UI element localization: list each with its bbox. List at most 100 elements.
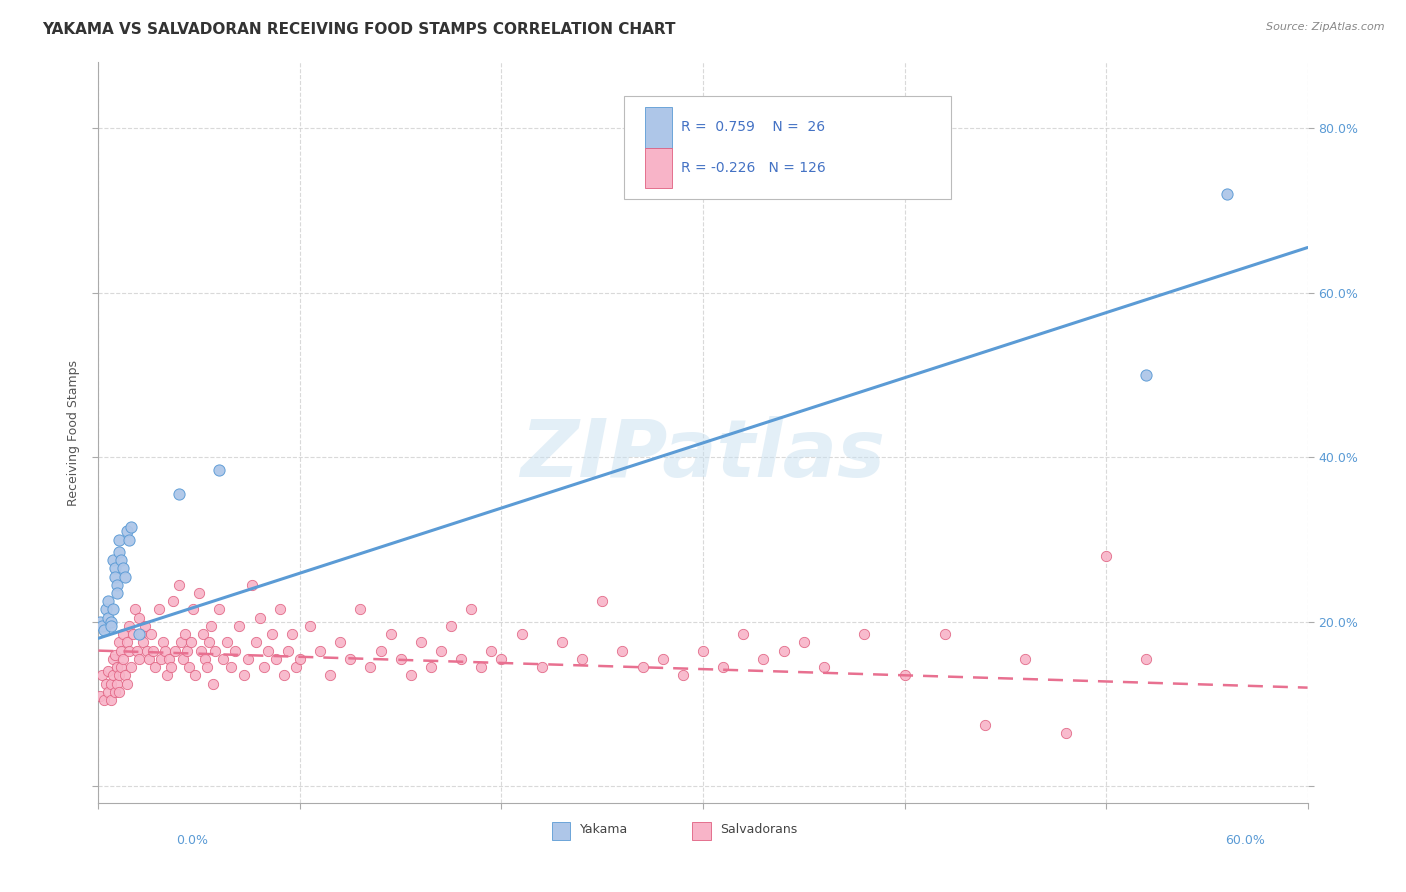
Point bbox=[128, 652, 150, 666]
Point bbox=[491, 652, 513, 666]
Point bbox=[153, 643, 176, 657]
Point bbox=[319, 668, 342, 682]
Point bbox=[138, 652, 160, 666]
Point bbox=[105, 586, 128, 600]
Point bbox=[752, 652, 775, 666]
Point bbox=[329, 635, 352, 649]
Point bbox=[221, 660, 243, 674]
Point bbox=[893, 668, 915, 682]
Point bbox=[132, 635, 155, 649]
Point bbox=[273, 668, 295, 682]
Point bbox=[1135, 652, 1157, 666]
Point bbox=[107, 635, 129, 649]
Point bbox=[481, 643, 503, 657]
Point bbox=[107, 668, 129, 682]
Point bbox=[170, 635, 193, 649]
Point bbox=[651, 652, 673, 666]
Point bbox=[208, 462, 231, 476]
FancyBboxPatch shape bbox=[645, 107, 672, 147]
Point bbox=[128, 611, 150, 625]
Point bbox=[256, 643, 278, 657]
Point bbox=[530, 660, 553, 674]
Point bbox=[202, 676, 225, 690]
Point bbox=[299, 619, 322, 633]
Point bbox=[110, 643, 132, 657]
Point bbox=[143, 660, 166, 674]
Point bbox=[105, 676, 128, 690]
Point bbox=[167, 487, 190, 501]
Text: Source: ZipAtlas.com: Source: ZipAtlas.com bbox=[1267, 22, 1385, 32]
Point bbox=[181, 602, 204, 616]
Point bbox=[105, 578, 128, 592]
Point bbox=[232, 668, 254, 682]
Point bbox=[93, 623, 115, 637]
Point bbox=[100, 619, 122, 633]
Point bbox=[240, 578, 263, 592]
Point bbox=[107, 685, 129, 699]
Point bbox=[281, 627, 304, 641]
Point bbox=[195, 660, 218, 674]
Point bbox=[184, 668, 207, 682]
Text: R =  0.759    N =  26: R = 0.759 N = 26 bbox=[682, 120, 825, 134]
Point bbox=[97, 594, 120, 608]
Point bbox=[101, 553, 124, 567]
Point bbox=[194, 652, 217, 666]
Point bbox=[101, 602, 124, 616]
Point bbox=[100, 676, 122, 690]
Point bbox=[571, 652, 593, 666]
Point bbox=[974, 717, 997, 731]
Point bbox=[135, 643, 157, 657]
Point bbox=[853, 627, 876, 641]
Point bbox=[409, 635, 432, 649]
Point bbox=[103, 569, 125, 583]
Y-axis label: Receiving Food Stamps: Receiving Food Stamps bbox=[66, 359, 80, 506]
Point bbox=[399, 668, 422, 682]
Point bbox=[148, 602, 170, 616]
Point bbox=[440, 619, 463, 633]
Point bbox=[110, 660, 132, 674]
Point bbox=[129, 627, 152, 641]
Point bbox=[249, 611, 271, 625]
Point bbox=[96, 676, 118, 690]
Point bbox=[128, 627, 150, 641]
Point bbox=[179, 660, 201, 674]
Point bbox=[114, 668, 136, 682]
Point bbox=[176, 643, 198, 657]
Point bbox=[200, 619, 222, 633]
Point bbox=[339, 652, 361, 666]
Point bbox=[288, 652, 311, 666]
Point bbox=[591, 594, 613, 608]
Point bbox=[97, 611, 120, 625]
Point bbox=[793, 635, 815, 649]
Point bbox=[389, 652, 412, 666]
Point bbox=[160, 660, 183, 674]
Point bbox=[217, 635, 239, 649]
Point bbox=[264, 652, 287, 666]
Point bbox=[101, 668, 124, 682]
Point bbox=[1095, 549, 1118, 563]
Point bbox=[124, 602, 146, 616]
Point bbox=[1216, 187, 1239, 202]
Point bbox=[118, 533, 141, 547]
Point bbox=[91, 668, 114, 682]
Point bbox=[115, 524, 138, 539]
Point bbox=[142, 643, 165, 657]
Text: 60.0%: 60.0% bbox=[1226, 834, 1265, 847]
Point bbox=[430, 643, 453, 657]
Point bbox=[118, 619, 141, 633]
Point bbox=[162, 594, 184, 608]
Point bbox=[89, 689, 111, 703]
Point bbox=[1054, 726, 1077, 740]
Point bbox=[228, 619, 250, 633]
Point bbox=[1014, 652, 1036, 666]
Point bbox=[172, 652, 194, 666]
Point bbox=[349, 602, 371, 616]
FancyBboxPatch shape bbox=[645, 147, 672, 188]
Point bbox=[277, 643, 299, 657]
Point bbox=[97, 664, 120, 678]
Point bbox=[212, 652, 235, 666]
Point bbox=[110, 553, 132, 567]
Point bbox=[360, 660, 382, 674]
Point bbox=[139, 627, 162, 641]
Point bbox=[101, 652, 124, 666]
